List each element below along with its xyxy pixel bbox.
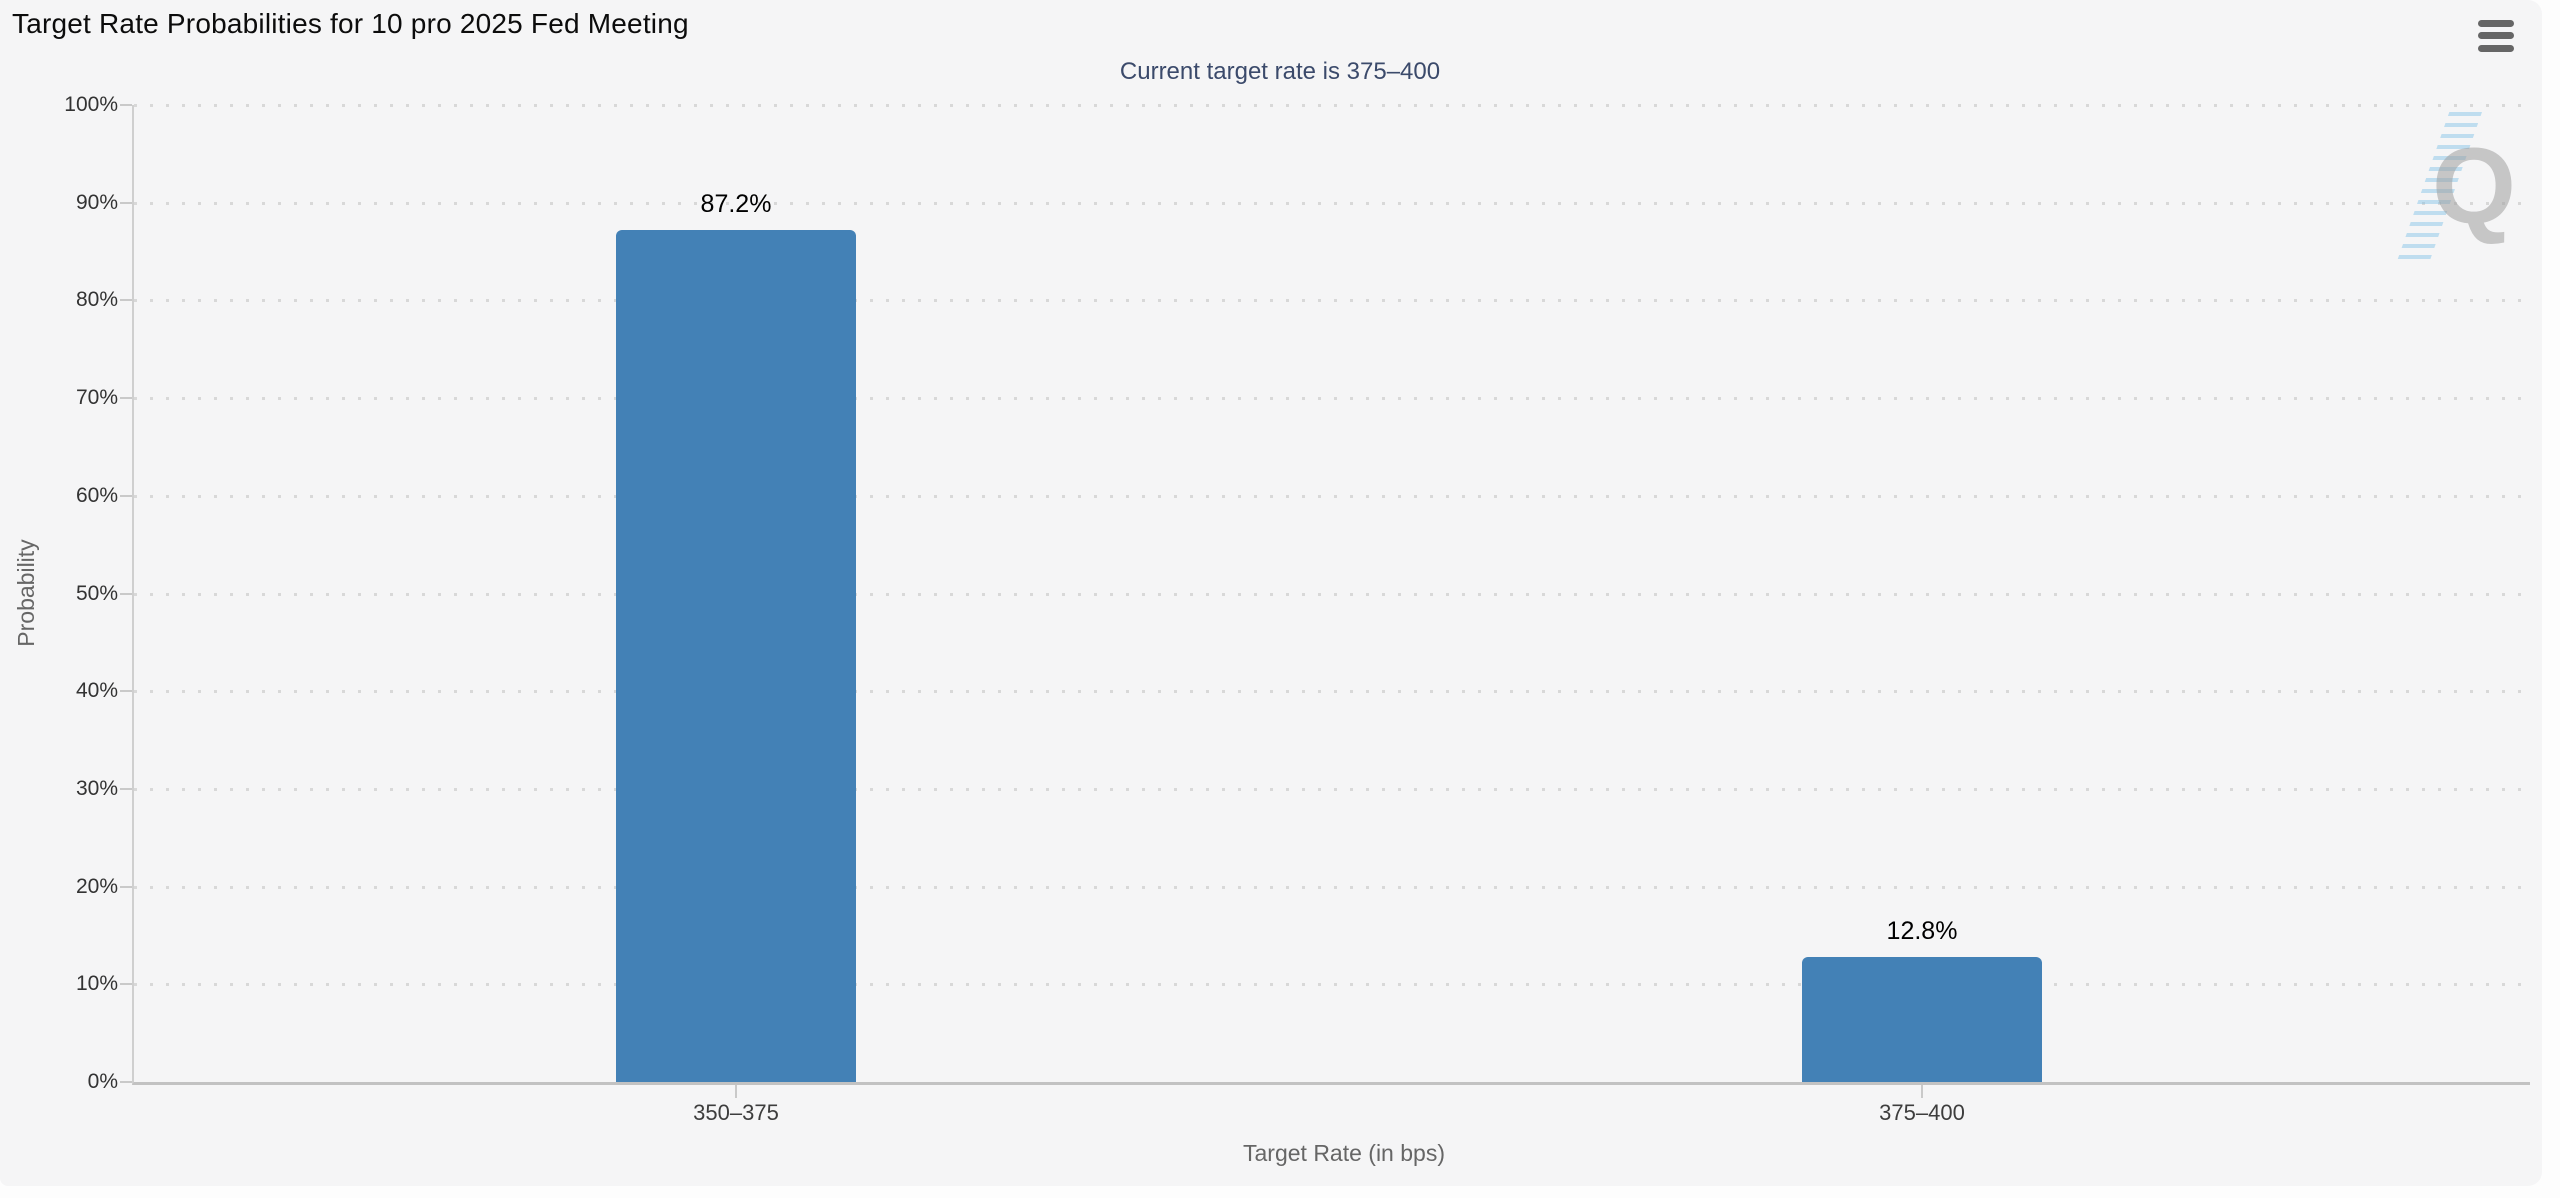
y-axis-tick [120,983,132,986]
x-axis-title: Target Rate (in bps) [1243,1140,1445,1166]
y-tick-label: 80% [75,288,118,312]
y-tick-label: 20% [75,874,118,898]
y-gridline [134,104,2530,107]
y-tick-label: 90% [75,190,118,214]
x-tick-label: 350–375 [693,1100,779,1125]
y-gridline [134,983,2530,987]
y-gridline [134,494,2530,498]
y-tick-label: 50% [75,581,118,605]
y-tick-label: 0% [87,1070,118,1093]
y-gridline [134,690,2530,694]
y-gridline [134,201,2530,205]
y-axis-tick [120,1081,132,1083]
y-axis-tick [120,592,132,595]
plot-area [132,104,2530,1085]
x-tick-label: 375–400 [1879,1100,1965,1125]
y-axis-tick [120,885,132,888]
y-tick-label: 40% [75,679,118,703]
y-axis-tick [120,397,132,400]
x-axis-tick [1921,1085,1923,1098]
y-tick-label: 70% [75,386,118,410]
y-tick-label: 10% [75,972,118,996]
y-tick-label: 30% [75,776,118,800]
chart-title: Target Rate Probabilities for 10 pro 202… [12,8,689,39]
chart-subtitle: Current target rate is 375–400 [1119,58,1441,85]
x-axis-tick [735,1085,737,1098]
hamburger-icon [2478,19,2514,52]
y-axis-tick [120,787,132,790]
y-axis-tick [120,494,132,497]
y-gridline [134,787,2530,791]
bar-value-label: 87.2% [700,190,772,219]
bar-1[interactable] [1802,956,2042,1082]
y-axis-tick [120,104,132,106]
y-gridline [134,885,2530,889]
y-gridline [134,397,2530,401]
context-menu-button[interactable] [2474,10,2518,54]
y-tick-label: 60% [75,483,118,507]
y-tick-label: 100% [64,93,118,116]
bar-0[interactable] [616,230,856,1082]
y-gridline [134,592,2530,596]
bar-value-label: 12.8% [1886,916,1958,945]
y-axis-tick [120,690,132,693]
y-gridline [134,299,2530,303]
y-axis-tick [120,201,132,204]
y-axis-tick [120,299,132,302]
